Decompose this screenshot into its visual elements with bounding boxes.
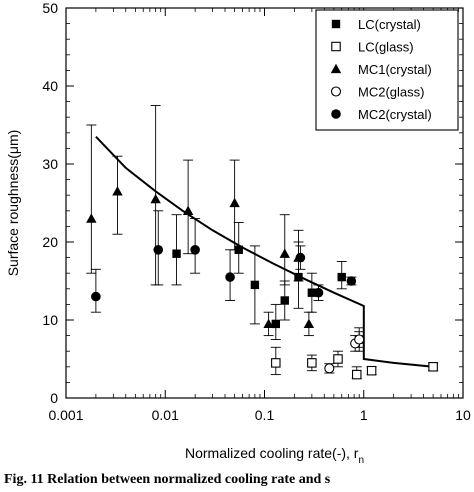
data-point-series-1 — [307, 358, 317, 368]
data-point-series-0 — [250, 280, 260, 290]
chart: 0.001 0.01 0.1 1 10 0 10 20 30 40 50 Normalized c… — [5, 0, 471, 466]
data-point-series-0 — [294, 272, 303, 282]
x-axis-title-subscript: n — [358, 455, 364, 466]
data-point-series-3 — [354, 334, 365, 345]
data-point-series-4 — [190, 245, 200, 255]
data-point-series-2 — [303, 318, 315, 329]
y-axis-title: Surface roughness(μm) — [5, 130, 21, 277]
legend-label: MC1(crystal) — [358, 62, 432, 77]
axis-ticks — [65, 7, 464, 399]
legend-label: LC(crystal) — [358, 17, 421, 32]
legend-marker — [331, 109, 341, 119]
legend-marker — [330, 63, 342, 74]
x-tick-label: 10 — [455, 407, 471, 423]
y-tick-label: 30 — [42, 156, 58, 172]
figure-caption: Fig. 11 Relation between normalized cool… — [4, 472, 331, 487]
legend-box — [315, 9, 459, 131]
x-axis-title-main: Normalized cooling rate(-), r — [185, 445, 359, 461]
data-point-series-2 — [150, 193, 161, 204]
data-point-series-0 — [271, 319, 281, 329]
data-points — [86, 186, 438, 380]
model-curve-line — [95, 136, 434, 368]
data-point-series-1 — [333, 354, 343, 364]
data-point-series-2 — [229, 197, 240, 208]
data-point-series-2 — [263, 318, 274, 329]
x-axis-title: Normalized cooling rate(-), rn — [185, 445, 364, 466]
data-point-series-4 — [225, 272, 235, 282]
data-point-series-0 — [280, 296, 289, 305]
legend-label: MC2(glass) — [358, 85, 424, 100]
data-point-series-3 — [324, 363, 335, 374]
model-curve — [95, 136, 434, 368]
legend: LC(crystal) LC(glass) MC1(crystal) MC2(glas… — [315, 9, 459, 131]
legend-marker — [331, 19, 341, 29]
data-point-series-0 — [307, 288, 317, 297]
data-point-series-1 — [351, 369, 362, 380]
legend-marker — [330, 86, 342, 97]
data-point-series-4 — [346, 276, 357, 286]
data-point-series-4 — [295, 252, 306, 263]
legend-label: LC(glass) — [358, 40, 414, 55]
x-tick-labels: 0.001 0.01 0.1 1 10 — [48, 407, 471, 423]
data-point-series-0 — [172, 249, 181, 258]
data-point-series-4 — [313, 287, 324, 298]
legend-label: MC2(crystal) — [358, 107, 432, 122]
x-tick-label: 0.01 — [152, 407, 179, 423]
x-tick-label: 1 — [360, 407, 368, 423]
data-point-series-4 — [91, 291, 101, 302]
error-bars — [86, 105, 439, 379]
x-tick-label: 0.001 — [48, 407, 83, 423]
data-point-series-0 — [337, 272, 346, 282]
data-point-series-1 — [271, 358, 281, 368]
data-point-series-2 — [182, 205, 194, 215]
y-tick-label: 50 — [42, 0, 58, 16]
data-point-series-2 — [86, 213, 97, 223]
y-tick-label: 10 — [42, 312, 58, 328]
y-tick-label: 0 — [50, 390, 58, 406]
data-point-series-4 — [153, 245, 164, 255]
legend-marker — [331, 41, 341, 52]
data-point-series-2 — [279, 248, 290, 258]
data-point-series-0 — [234, 245, 243, 254]
y-tick-label: 40 — [42, 78, 58, 94]
y-tick-labels: 0 10 20 30 40 50 — [42, 0, 58, 406]
x-tick-label: 0.1 — [255, 407, 275, 423]
data-point-series-2 — [112, 186, 123, 196]
data-point-series-1 — [428, 362, 438, 372]
data-point-series-1 — [366, 365, 377, 376]
y-tick-label: 20 — [42, 234, 58, 250]
